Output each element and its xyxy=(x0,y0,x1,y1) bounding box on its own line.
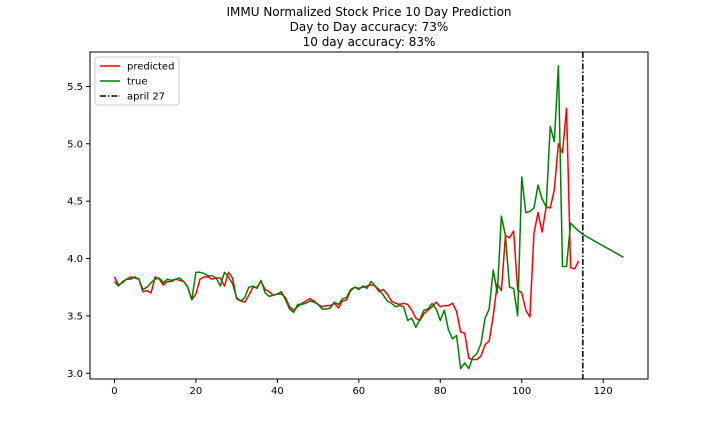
chart-title-line-1: IMMU Normalized Stock Price 10 Day Predi… xyxy=(226,5,511,19)
y-axis: 3.0 3.5 4.0 4.5 5.0 5.5 xyxy=(67,82,90,380)
x-tick-label: 60 xyxy=(352,386,365,397)
series-line-true xyxy=(113,65,624,370)
x-tick-label: 40 xyxy=(271,386,284,397)
y-tick-label: 4.0 xyxy=(67,254,83,265)
y-tick-label: 5.5 xyxy=(67,82,83,93)
x-tick-label: 100 xyxy=(512,386,531,397)
legend: predicted true april 27 xyxy=(94,56,180,106)
y-tick-label: 4.5 xyxy=(67,197,83,208)
legend-label-april-27: april 27 xyxy=(127,92,165,103)
x-tick-label: 0 xyxy=(111,386,117,397)
plot-area: 0 20 40 60 80 100 120 3.0 3.5 4.0 4.5 5.0 5.5 xyxy=(67,51,649,397)
y-tick-label: 3.0 xyxy=(67,369,83,380)
legend-box xyxy=(94,56,180,106)
chart-title-line-3: 10 day accuracy: 83% xyxy=(303,35,436,49)
axes-frame xyxy=(89,51,649,380)
x-tick-label: 120 xyxy=(594,386,613,397)
x-tick-label: 80 xyxy=(434,386,447,397)
legend-label-predicted: predicted xyxy=(127,62,174,73)
series-layer xyxy=(113,52,624,379)
y-tick-label: 3.5 xyxy=(67,311,83,322)
y-tick-label: 5.0 xyxy=(67,139,83,150)
chart-title-line-2: Day to Day accuracy: 73% xyxy=(290,20,449,34)
legend-label-true: true xyxy=(127,77,148,88)
x-tick-label: 20 xyxy=(190,386,203,397)
x-axis: 0 20 40 60 80 100 120 xyxy=(111,379,613,397)
